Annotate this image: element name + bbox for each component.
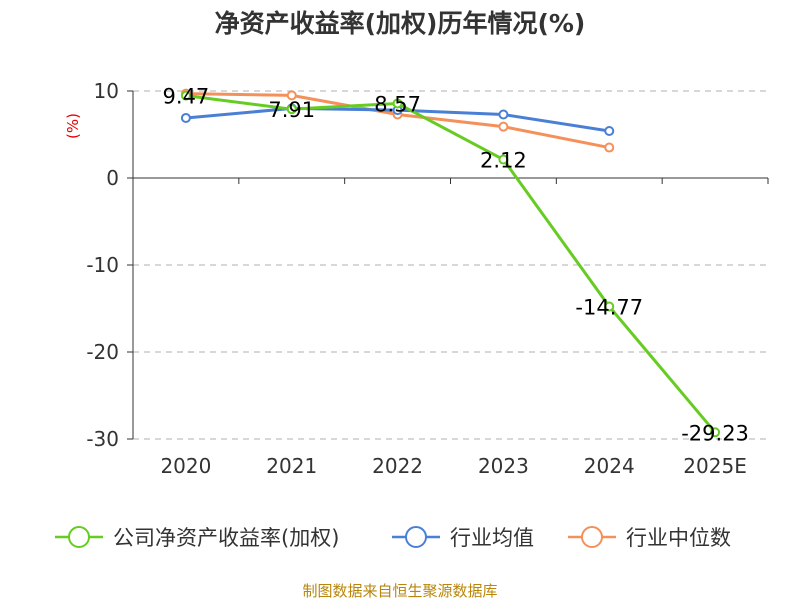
data-point [604,142,615,153]
x-tick-label: 2025E [683,454,747,478]
legend-label[interactable]: 公司净资产收益率(加权) [113,526,339,550]
data-source-note: 制图数据来自恒生聚源数据库 [302,582,497,600]
x-tick-label: 2022 [372,454,423,478]
legend-swatch-marker [68,526,90,548]
data-label: 2.12 [480,149,527,173]
data-label: -29.23 [681,421,749,445]
y-tick-label: 10 [94,79,119,103]
data-point [498,154,509,165]
y-tick-label: -10 [86,253,119,277]
data-point [286,90,297,101]
data-point [710,427,721,438]
legend-label[interactable]: 行业均值 [450,526,534,550]
y-tick-label: -20 [86,340,119,364]
data-point [392,98,403,109]
data-point [180,112,191,123]
data-point [604,126,615,137]
data-point [180,90,191,101]
data-point [498,109,509,120]
x-tick-label: 2024 [584,454,635,478]
chart-title: 净资产收益率(加权)历年情况(%) [215,9,586,38]
data-point [498,121,509,132]
series-line-0 [185,94,717,434]
y-tick-label: 0 [106,166,119,190]
x-tick-label: 2020 [160,454,211,478]
legend-swatch-marker [405,526,427,548]
data-label: -14.77 [575,295,643,319]
data-label: 8.57 [374,92,421,116]
legend-swatch-marker [581,526,603,548]
y-tick-label: -30 [86,427,119,451]
data-point [286,104,297,115]
data-label: 7.91 [268,98,315,122]
x-tick-label: 2023 [478,454,529,478]
x-tick-label: 2021 [266,454,317,478]
y-axis-label: (%) [64,113,82,139]
data-label: 9.47 [163,85,210,109]
legend-label[interactable]: 行业中位数 [626,526,731,550]
data-point [604,301,615,312]
